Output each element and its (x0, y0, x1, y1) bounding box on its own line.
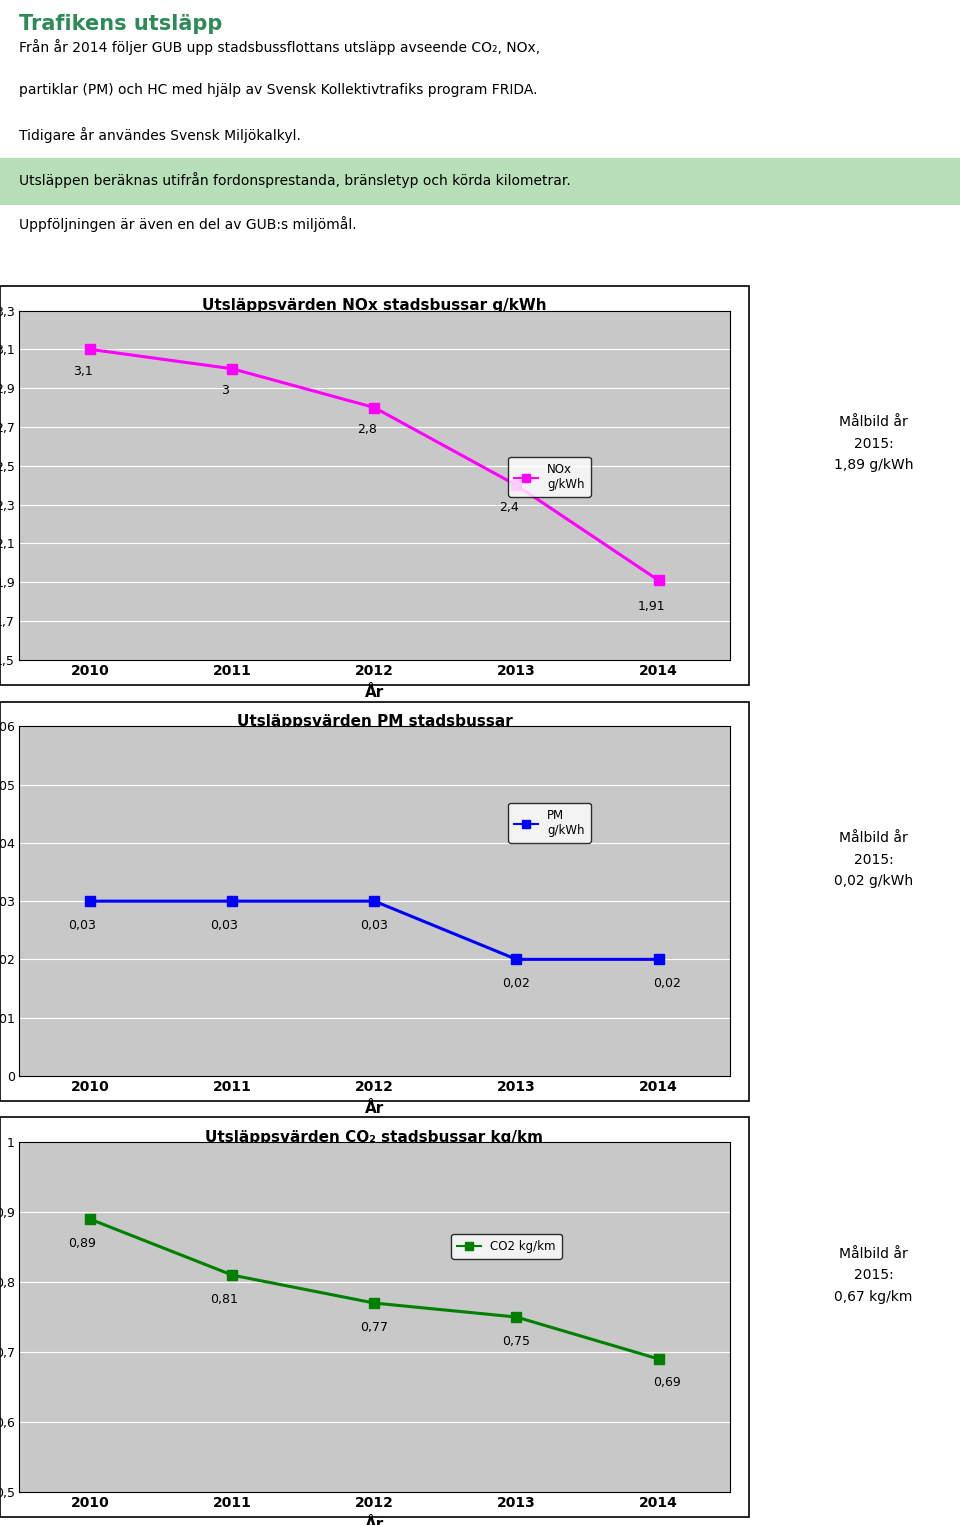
Text: Uppföljningen är även en del av GUB:s miljömål.: Uppföljningen är även en del av GUB:s mi… (19, 217, 357, 232)
Text: partiklar (PM) och HC med hjälp av Svensk Kollektivtrafiks program FRIDA.: partiklar (PM) och HC med hjälp av Svens… (19, 84, 538, 98)
FancyBboxPatch shape (0, 1118, 749, 1517)
Text: Trafikens utsläpp: Trafikens utsläpp (19, 14, 223, 34)
Text: Utsläppsvärden NOx stadsbussar g/kWh: Utsläppsvärden NOx stadsbussar g/kWh (203, 297, 546, 313)
Text: Målbild år
2015:
0,67 kg/km: Målbild år 2015: 0,67 kg/km (834, 1247, 913, 1304)
Text: Utsläppsvärden CO₂ stadsbussar kg/km: Utsläppsvärden CO₂ stadsbussar kg/km (205, 1130, 543, 1145)
FancyBboxPatch shape (0, 159, 960, 206)
Text: Från år 2014 följer GUB upp stadsbussflottans utsläpp avseende CO₂, NOx,: Från år 2014 följer GUB upp stadsbussflo… (19, 38, 540, 55)
FancyBboxPatch shape (0, 702, 749, 1101)
Text: Utsläppen beräknas utifrån fordonsprestanda, bränsletyp och körda kilometrar.: Utsläppen beräknas utifrån fordonspresta… (19, 172, 571, 188)
Text: Utsläppsvärden PM stadsbussar
g/kWh: Utsläppsvärden PM stadsbussar g/kWh (236, 714, 513, 746)
Text: Tidigare år användes Svensk Miljökalkyl.: Tidigare år användes Svensk Miljökalkyl. (19, 128, 301, 143)
Text: Målbild år
2015:
0,02 g/kWh: Målbild år 2015: 0,02 g/kWh (834, 831, 913, 888)
Text: Målbild år
2015:
1,89 g/kWh: Målbild år 2015: 1,89 g/kWh (834, 415, 913, 473)
FancyBboxPatch shape (0, 285, 749, 685)
